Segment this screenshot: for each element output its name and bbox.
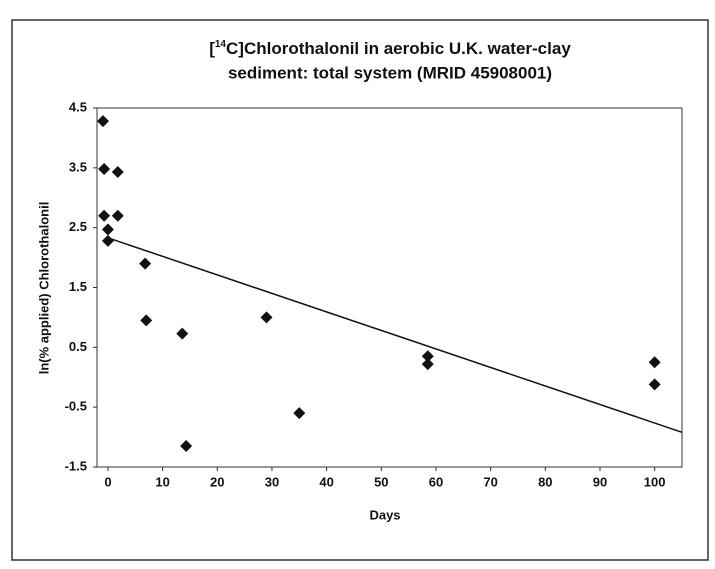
chart-frame bbox=[11, 19, 709, 561]
title-part: [ bbox=[209, 39, 215, 58]
data-point bbox=[180, 440, 193, 453]
chart-title: [14C]Chlorothalonil in aerobic U.K. wate… bbox=[209, 39, 571, 59]
title-superscript: 14 bbox=[215, 39, 227, 50]
title-part: C]Chlorothalonil in aerobic U.K. water-c… bbox=[226, 39, 571, 58]
data-point bbox=[260, 311, 273, 324]
data-point bbox=[97, 115, 110, 128]
x-tick-label: 90 bbox=[593, 474, 607, 489]
data-point bbox=[139, 257, 152, 270]
x-tick-label: 30 bbox=[265, 474, 279, 489]
x-tick-label: 70 bbox=[483, 474, 497, 489]
trend-line bbox=[107, 237, 683, 434]
data-point bbox=[98, 163, 111, 176]
data-point bbox=[101, 234, 114, 247]
x-tick-label: 80 bbox=[538, 474, 552, 489]
y-tick-label: 1.5 bbox=[69, 279, 87, 294]
y-tick-label: 3.5 bbox=[69, 159, 87, 174]
data-point bbox=[111, 209, 124, 222]
x-tick-label: 10 bbox=[155, 474, 169, 489]
x-tick-label: 0 bbox=[104, 474, 111, 489]
y-tick-label: -0.5 bbox=[65, 399, 87, 414]
x-axis-label: Days bbox=[369, 507, 400, 522]
y-tick-label: -1.5 bbox=[65, 458, 87, 473]
y-tick-label: 2.5 bbox=[69, 219, 87, 234]
x-tick-label: 60 bbox=[429, 474, 443, 489]
data-point bbox=[101, 223, 114, 236]
y-tick-label: 4.5 bbox=[69, 99, 87, 114]
data-point bbox=[648, 356, 661, 369]
y-tick-label: 0.5 bbox=[69, 339, 87, 354]
data-point bbox=[421, 358, 434, 371]
x-tick-label: 20 bbox=[210, 474, 224, 489]
data-point bbox=[176, 327, 189, 340]
x-tick-label: 50 bbox=[374, 474, 388, 489]
data-point bbox=[111, 166, 124, 179]
x-tick-label: 100 bbox=[644, 474, 666, 489]
data-point bbox=[140, 314, 153, 327]
chart-title: sediment: total system (MRID 45908001) bbox=[228, 63, 552, 82]
x-tick-label: 40 bbox=[319, 474, 333, 489]
data-point bbox=[648, 378, 661, 391]
data-point bbox=[293, 407, 306, 420]
data-point bbox=[98, 209, 111, 222]
y-axis-label: ln(% applied) Chlorothalonil bbox=[36, 202, 51, 375]
data-point bbox=[421, 350, 434, 363]
